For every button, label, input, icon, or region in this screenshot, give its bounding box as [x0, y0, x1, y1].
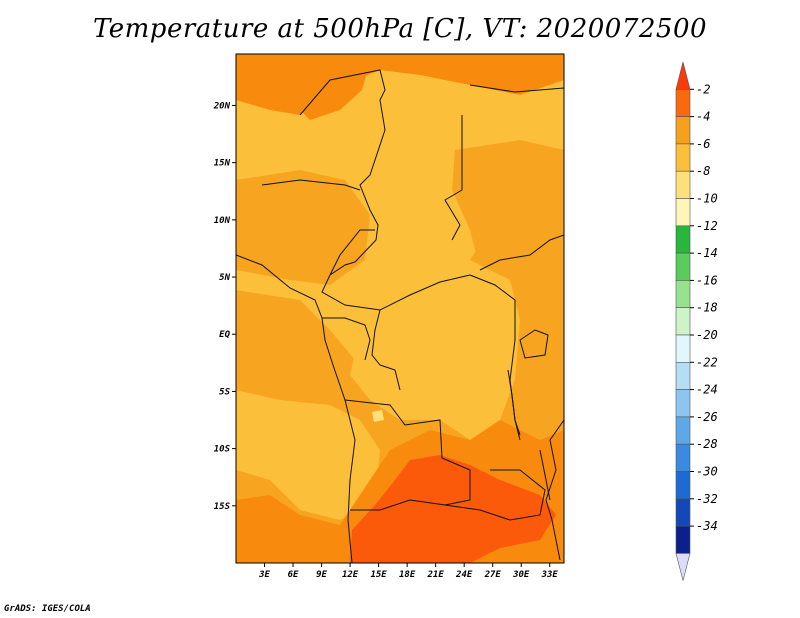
- x-tick-label: 21E: [427, 570, 445, 580]
- temp-region-central-basin: [350, 260, 520, 440]
- colorbar: -2 -4 -6 -8 -10 -12 -14 -16 -18 -20 -22 -24 -26 -28 -3…: [675, 61, 718, 581]
- colorbar-label: -2: [696, 82, 710, 96]
- lake-malawi: [539, 449, 551, 501]
- border-chad-sudan: [359, 99, 386, 241]
- coastline-east: [545, 419, 564, 561]
- x-tick-label: 3E: [258, 570, 270, 580]
- y-tick-label: 10N: [214, 216, 231, 226]
- lake-tanganyika: [507, 369, 521, 436]
- border-cameroon: [329, 229, 375, 276]
- colorbar-label: -6: [696, 137, 710, 151]
- colorbar-label: -24: [696, 383, 718, 397]
- temp-region-southern-core: [350, 455, 556, 563]
- x-tick-label: 15E: [370, 570, 387, 580]
- colorbar-label: -4: [696, 110, 710, 124]
- x-tick-label: 24E: [455, 570, 473, 580]
- x-tick-label: 33E: [541, 570, 559, 580]
- colorbar-label: -32: [696, 492, 718, 506]
- x-tick-label: 6E: [288, 570, 299, 580]
- x-axis-ticks: 3E 6E 9E 12E 15E 18E 21E 24E 27E 30E 33E: [258, 563, 558, 580]
- x-tick-label: 12E: [342, 570, 359, 580]
- colorbar-swatch: [675, 525, 691, 554]
- border-gabon-congo: [322, 317, 371, 361]
- colorbar-swatch: [675, 116, 691, 145]
- colorbar-swatch: [675, 361, 691, 390]
- colorbar-swatch: [675, 334, 691, 363]
- y-tick-label: 15N: [214, 159, 231, 169]
- colorbar-swatch: [675, 443, 691, 472]
- colorbar-swatch: [675, 280, 691, 308]
- footer-credit: GrADS: IGES/COLA: [4, 604, 91, 614]
- y-tick-label: EQ: [219, 330, 230, 340]
- colorbar-label: -18: [696, 301, 718, 315]
- colorbar-label: -22: [696, 355, 718, 369]
- temp-region-east-africa: [452, 140, 564, 330]
- border-zambia: [444, 469, 546, 521]
- temp-region-western-sahel: [236, 170, 370, 285]
- colorbar-top-arrow: [675, 61, 691, 90]
- colorbar-label: -28: [696, 437, 718, 451]
- colorbar-swatch: [675, 143, 691, 172]
- colorbar-swatch: [675, 471, 691, 500]
- colorbar-label: -20: [696, 328, 718, 342]
- y-tick-label: 20N: [213, 101, 231, 111]
- border-sudan-egypt: [444, 115, 463, 241]
- border-car: [321, 239, 471, 311]
- temperature-field: [236, 54, 564, 563]
- border-libya: [299, 69, 386, 116]
- colorbar-swatch: [675, 416, 691, 445]
- country-borders: [236, 69, 564, 563]
- y-tick-label: 10S: [214, 445, 231, 455]
- border-drc-north: [371, 309, 401, 391]
- colorbar-swatch: [675, 252, 691, 281]
- colorbar-label: -10: [696, 192, 718, 206]
- map-frame: [235, 53, 565, 564]
- y-axis-ticks: 20N 15N 10N 5N EQ 5S 10S 15S: [213, 101, 236, 512]
- x-tick-label: 9E: [316, 570, 327, 580]
- temp-region-angola-spot: [372, 410, 384, 422]
- colorbar-swatch: [675, 198, 691, 227]
- y-tick-label: 15S: [214, 502, 231, 512]
- y-tick-label: 5S: [219, 387, 230, 397]
- y-tick-label: 5N: [219, 273, 230, 283]
- border-east-1: [469, 84, 564, 93]
- x-tick-label: 27E: [484, 570, 502, 580]
- colorbar-swatch: [675, 225, 691, 254]
- map-title: Temperature at 500hPa [C], VT: 202007250…: [92, 14, 708, 44]
- x-tick-label: 30E: [512, 570, 530, 580]
- border-niger-nigeria: [261, 179, 361, 191]
- colorbar-swatch: [675, 307, 691, 336]
- coastline-west: [236, 254, 356, 563]
- lake-victoria: [519, 329, 549, 359]
- colorbar-label: -14: [696, 246, 718, 260]
- colorbar-swatch: [675, 498, 691, 527]
- colorbar-label: -30: [696, 465, 718, 479]
- colorbar-label: -8: [696, 164, 710, 178]
- temp-region-southern-atlantic: [236, 390, 380, 520]
- colorbar-label: -16: [696, 273, 718, 287]
- border-angola: [344, 399, 471, 511]
- border-ethiopia: [479, 234, 564, 271]
- x-tick-label: 18E: [399, 570, 416, 580]
- colorbar-label: -12: [696, 219, 718, 233]
- colorbar-swatch: [675, 170, 691, 199]
- colorbar-bottom-arrow: [675, 553, 691, 581]
- colorbar-swatch: [675, 389, 691, 418]
- colorbar-label: -34: [696, 519, 718, 533]
- colorbar-label: -26: [696, 410, 718, 424]
- colorbar-swatch: [675, 89, 691, 117]
